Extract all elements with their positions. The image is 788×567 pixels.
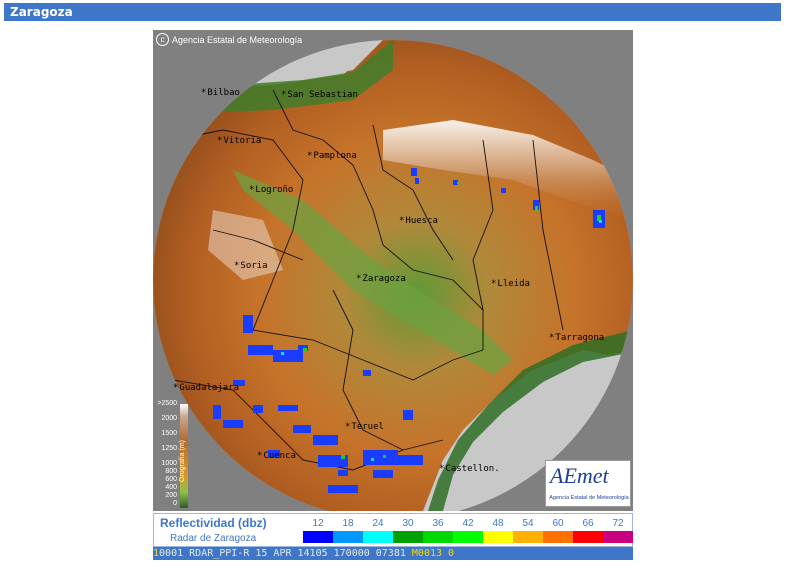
orography-color-bar — [180, 404, 188, 508]
legend-value: 60 — [552, 518, 564, 529]
orography-title: Orografía (m) — [179, 439, 186, 482]
city-tarragona: *Tarragona — [549, 333, 605, 343]
oro-tick: >2500 — [157, 400, 177, 407]
reflectivity-legend: Reflectividad (dbz) Radar de Zaragoza 12… — [153, 513, 633, 547]
oro-tick: 200 — [165, 492, 177, 499]
legend-values: 12 18 24 30 36 42 48 54 60 66 72 — [303, 518, 633, 529]
oro-tick: 600 — [165, 476, 177, 483]
legend-value: 30 — [402, 518, 414, 529]
legend-value: 54 — [522, 518, 534, 529]
city-bilbao: *Bilbao — [201, 88, 240, 98]
legend-title: Reflectividad (dbz) — [160, 516, 267, 530]
legend-swatch — [513, 531, 543, 543]
oro-tick: 0 — [173, 500, 177, 507]
status-line: 10001 RDAR_PPI-R 15 APR 14105 170000 073… — [153, 547, 633, 560]
city-cuenca: *Cuenca — [257, 451, 296, 461]
city-castellon: *Castellon. — [439, 464, 500, 474]
city-huesca: *Huesca — [399, 216, 438, 226]
legend-value: 24 — [372, 518, 384, 529]
legend-swatch — [603, 531, 633, 543]
legend-value: 36 — [432, 518, 444, 529]
legend-swatch — [333, 531, 363, 543]
copyright-text: Agencia Estatal de Meteorología — [172, 34, 303, 45]
legend-subtitle: Radar de Zaragoza — [170, 533, 257, 544]
city-san-sebastian: *San Sebastian — [281, 90, 358, 100]
city-teruel: *Teruel — [345, 422, 384, 432]
city-zaragoza: *Zaragoza — [356, 274, 406, 284]
legend-value: 66 — [582, 518, 594, 529]
legend-value: 42 — [462, 518, 474, 529]
oro-tick: 400 — [165, 484, 177, 491]
orography-legend: >2500 2000 1500 1250 1000 800 600 400 20… — [153, 400, 193, 510]
oro-tick: 2000 — [161, 415, 177, 422]
logo-subtitle: Agencia Estatal de Meteorología — [549, 495, 629, 501]
city-guadalajara: *Guadalajara — [173, 383, 240, 393]
copyright-notice: c Agencia Estatal de Meteorología — [156, 33, 302, 46]
city-logrono: *Logroño — [249, 185, 294, 195]
legend-swatches — [303, 531, 633, 543]
status-prefix: 1 — [153, 548, 160, 559]
legend-swatch — [363, 531, 393, 543]
copyright-icon: c — [156, 33, 169, 46]
radar-terrain — [153, 30, 633, 511]
legend-swatch — [393, 531, 423, 543]
oro-tick: 800 — [165, 468, 177, 475]
logo-text: AEmet — [550, 463, 609, 488]
radar-echoes — [213, 168, 605, 493]
legend-swatch — [543, 531, 573, 543]
legend-value: 48 — [492, 518, 504, 529]
legend-swatch — [573, 531, 603, 543]
city-pamplona: *Pamplona — [307, 151, 357, 161]
oro-tick: 1000 — [161, 460, 177, 467]
status-tail: M0013 0 — [411, 548, 455, 559]
city-vitoria: *Vitoria — [217, 136, 262, 146]
legend-swatch — [303, 531, 333, 543]
radar-map[interactable]: c Agencia Estatal de Meteorología *Bilba… — [153, 30, 633, 511]
page-title: Zaragoza — [4, 3, 781, 21]
city-lleida: *Lleida — [491, 279, 530, 289]
city-soria: *Soria — [234, 261, 268, 271]
oro-tick: 1250 — [161, 445, 177, 452]
legend-swatch — [423, 531, 453, 543]
legend-value: 18 — [342, 518, 354, 529]
legend-swatch — [483, 531, 513, 543]
legend-swatch — [453, 531, 483, 543]
legend-value: 12 — [312, 518, 324, 529]
legend-value: 72 — [612, 518, 624, 529]
oro-tick: 1500 — [161, 430, 177, 437]
aemet-logo: AEmet Agencia Estatal de Meteorología — [545, 460, 631, 507]
status-text: 0001 RDAR_PPI-R 15 APR 14105 170000 0738… — [159, 548, 412, 559]
